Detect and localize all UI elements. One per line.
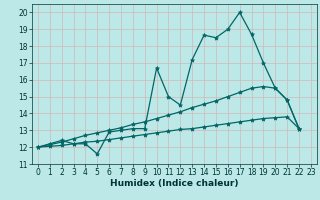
X-axis label: Humidex (Indice chaleur): Humidex (Indice chaleur) (110, 179, 239, 188)
